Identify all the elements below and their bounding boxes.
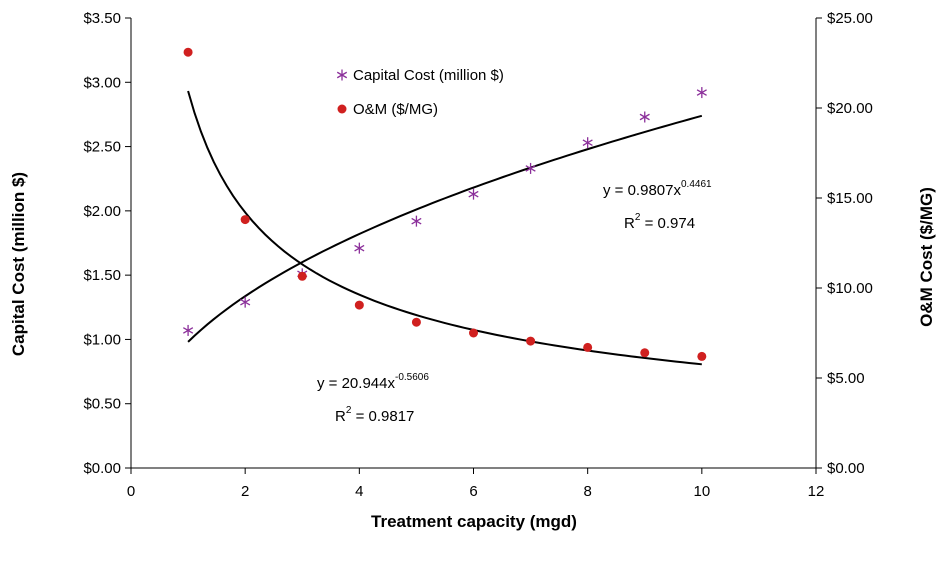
svg-text:y = 20.944x-0.5606: y = 20.944x-0.5606 <box>317 372 429 392</box>
y-tick-label: $0.00 <box>83 460 121 477</box>
data-point-capital <box>582 137 593 149</box>
axes: $0.00 $0.50 $1.00 $1.50 $2.00 $2.50 $3.00 $3.50… <box>83 10 872 500</box>
x-tick-label: 8 <box>583 483 591 500</box>
legend: Capital Cost (million $) O&M ($/MG) <box>336 67 504 118</box>
data-point-om <box>469 328 478 338</box>
y2-tick-label: $5.00 <box>827 370 865 387</box>
trend-exponent-capital: 0.4461 <box>681 179 712 190</box>
trend-equation-capital-text: y = 0.9807x <box>603 182 681 199</box>
svg-text:R2 = 0.974: R2 = 0.974 <box>624 212 695 232</box>
data-point-capital <box>525 162 536 174</box>
legend-marker-circle <box>337 104 347 114</box>
asterisk-stroke <box>240 298 251 306</box>
data-point-om <box>526 336 536 346</box>
data-point-capital <box>240 296 251 308</box>
data-point-om <box>240 215 250 225</box>
legend-asterisk <box>336 69 348 81</box>
svg-text:y = 0.9807x0.4461: y = 0.9807x0.4461 <box>603 179 712 199</box>
y-tick-label: $2.50 <box>83 139 121 156</box>
r2-value-om: = 0.9817 <box>351 408 414 425</box>
r2-sup-capital: 2 <box>635 212 641 223</box>
data-point-om <box>411 317 421 327</box>
legend-item-capital: Capital Cost (million $) <box>336 67 504 84</box>
x-tick-label: 6 <box>469 483 477 500</box>
trendline-capital <box>187 114 703 343</box>
y-tick-label: $1.00 <box>83 331 121 348</box>
x-tick-label: 10 <box>693 483 710 500</box>
y-tick-label: $3.00 <box>83 74 121 91</box>
y-axis-title: Capital Cost (million $) <box>9 172 28 356</box>
data-point-om <box>583 342 593 352</box>
trend-equation-om-text: y = 20.944x <box>317 375 395 392</box>
y2-tick-label: $10.00 <box>827 280 873 297</box>
data-point-om <box>697 351 707 361</box>
trendline-om <box>187 90 702 366</box>
data-point-capital <box>639 111 650 123</box>
y-tick-label: $2.00 <box>83 203 121 220</box>
x-tick-label: 4 <box>355 483 363 500</box>
r2-sup-om: 2 <box>346 405 352 416</box>
asterisk-stroke <box>182 327 194 334</box>
y2-tick-label: $15.00 <box>827 190 873 207</box>
asterisk-stroke <box>696 89 707 96</box>
data-point-capital <box>468 188 479 200</box>
trendlines <box>187 90 703 366</box>
asterisk-stroke <box>525 165 536 172</box>
asterisk-stroke <box>468 190 479 198</box>
svg-text:R2 = 0.9817: R2 = 0.9817 <box>335 405 414 425</box>
legend-circle <box>337 104 347 114</box>
y-tick-label: $1.50 <box>83 267 121 284</box>
y-tick-label: $0.50 <box>83 396 121 413</box>
asterisk-stroke <box>639 113 650 121</box>
legend-marker-asterisk <box>336 69 348 81</box>
data-point-om <box>354 300 364 310</box>
trend-equation-om: y = 20.944x-0.5606 R2 = 0.9817 <box>317 372 429 425</box>
data-point-om <box>640 348 650 358</box>
x-tick-label: 2 <box>241 483 249 500</box>
r2-label-om: R <box>335 408 346 425</box>
data-point-om <box>297 271 307 281</box>
r2-value-capital: = 0.974 <box>640 215 695 232</box>
r2-label-capital: R <box>624 215 635 232</box>
x-tick-label: 12 <box>808 483 825 500</box>
x-axis-title: Treatment capacity (mgd) <box>371 512 577 531</box>
data-point-capital <box>354 242 365 254</box>
y2-tick-label: $20.00 <box>827 100 873 117</box>
asterisk-stroke <box>354 244 365 252</box>
legend-label-capital: Capital Cost (million $) <box>353 67 504 84</box>
asterisk-stroke <box>336 71 348 79</box>
legend-label-om: O&M ($/MG) <box>353 101 438 118</box>
trend-equation-capital: y = 0.9807x0.4461 R2 = 0.974 <box>603 179 712 232</box>
x-tick-label: 0 <box>127 483 135 500</box>
y2-tick-label: $25.00 <box>827 10 873 27</box>
y-tick-label: $3.50 <box>83 10 121 27</box>
y2-axis-title: O&M Cost ($/MG) <box>917 187 936 327</box>
data-markers <box>182 47 707 361</box>
data-point-om <box>183 47 193 57</box>
data-point-capital <box>182 324 194 336</box>
asterisk-stroke <box>411 217 422 225</box>
asterisk-stroke <box>582 139 593 147</box>
y2-tick-label: $0.00 <box>827 460 865 477</box>
trend-exponent-om: -0.5606 <box>395 372 429 383</box>
legend-item-om: O&M ($/MG) <box>337 101 438 118</box>
data-point-capital <box>696 87 707 99</box>
data-point-capital <box>411 215 422 227</box>
